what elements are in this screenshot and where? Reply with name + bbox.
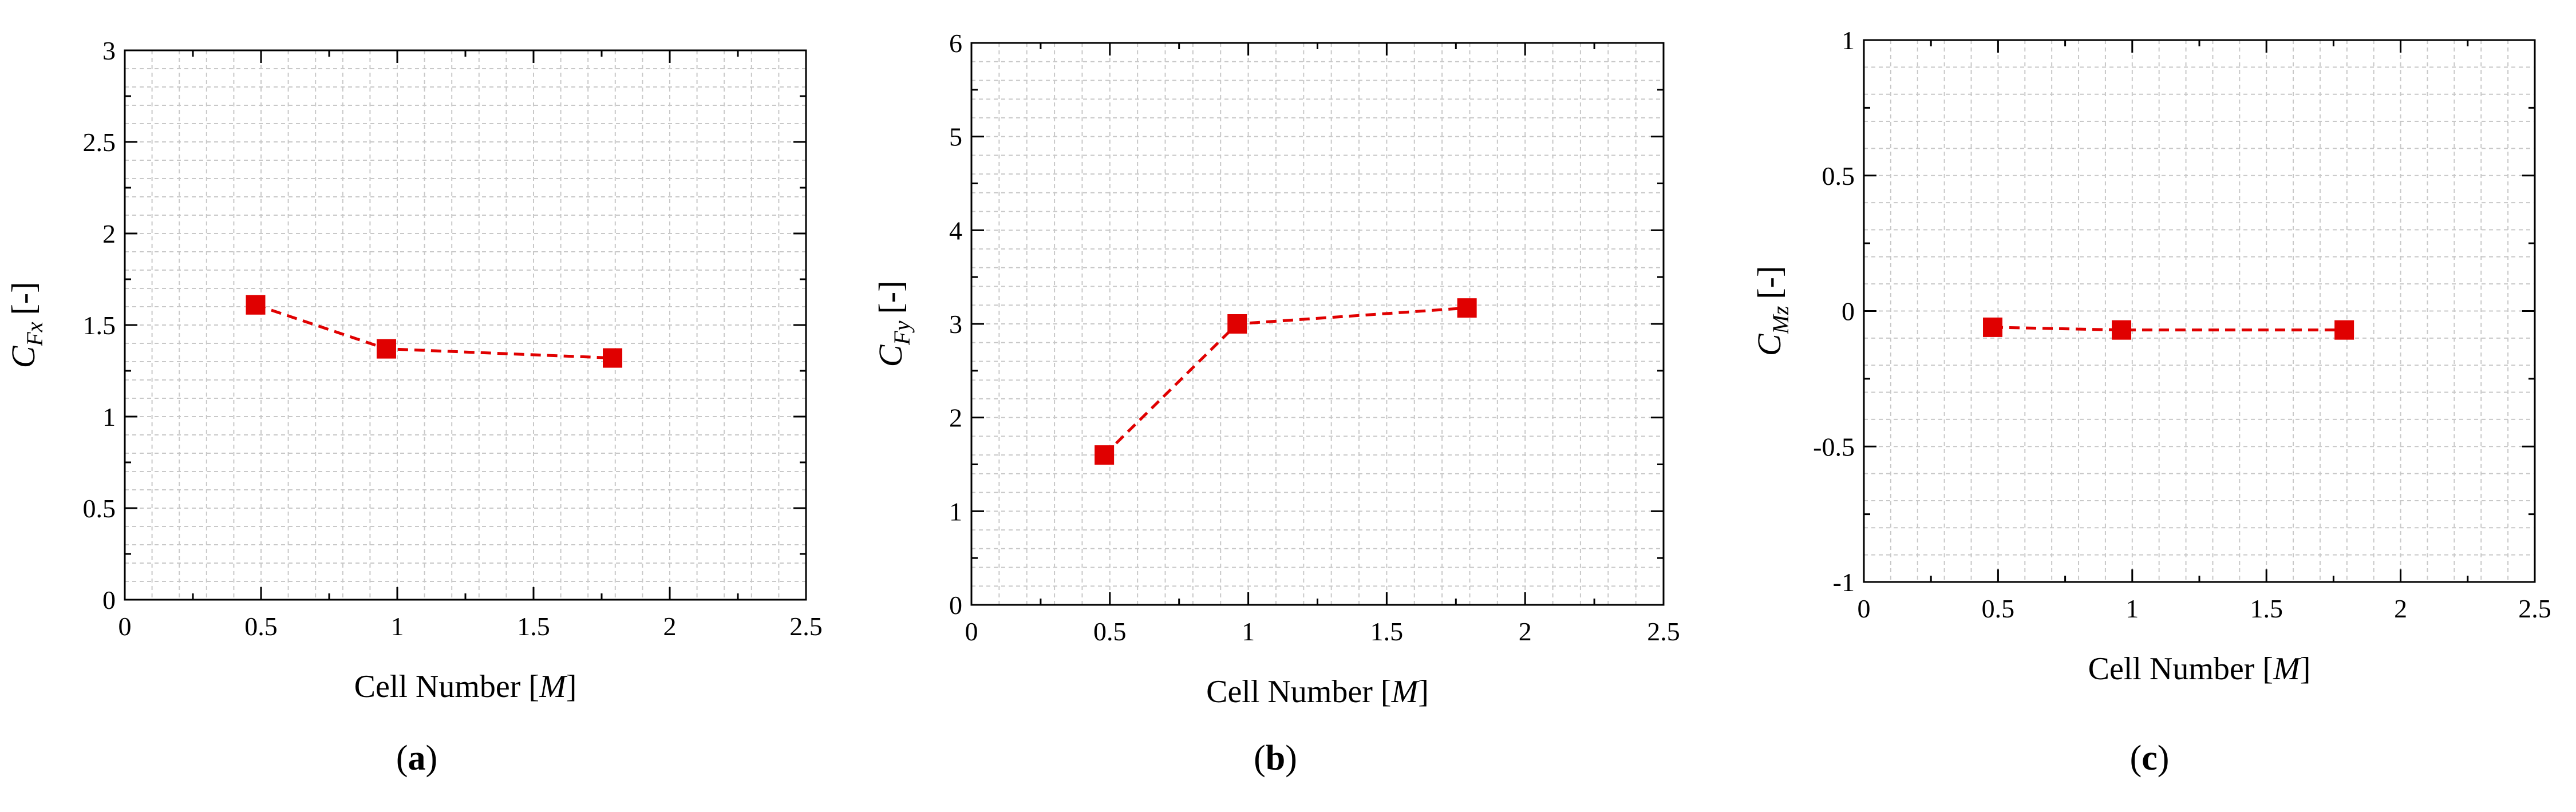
y-tick-label: -0.5 [1813, 432, 1855, 461]
x-tick-label: 1 [2125, 594, 2139, 623]
panel-label: (b) [1254, 739, 1297, 778]
x-axis-label: Cell Number [M] [2088, 651, 2311, 687]
x-axis-label-text: Cell Number [ [1206, 674, 1391, 710]
y-tick-label: 2.5 [83, 128, 116, 157]
axis-ticks [124, 49, 807, 601]
y-tick-label: 2 [102, 219, 116, 248]
y-tick-label: 4 [949, 216, 962, 245]
y-tick-label: 0 [1842, 297, 1855, 326]
data-point [1095, 445, 1115, 465]
y-axis-label-subscript: Mz [1768, 306, 1793, 334]
y-tick-label: 3 [949, 310, 962, 339]
x-tick-label: 2 [1519, 617, 1532, 646]
y-axis-label: CFy [-] [872, 281, 915, 367]
x-tick-label: 0 [965, 617, 978, 646]
series-line [1992, 326, 2345, 332]
y-tick-label: 6 [949, 29, 962, 58]
x-tick-label: 1.5 [517, 612, 550, 641]
data-point [2334, 320, 2354, 340]
x-axis-label-text: Cell Number [ [354, 669, 539, 704]
x-tick-label: 2 [2394, 594, 2407, 623]
chart-panel-b: 0 0.5 1 1.5 2 2.5 0 1 2 3 4 5 6 Cell Number [M] CFy [-]… [872, 29, 1680, 778]
x-tick-label: 2.5 [1647, 617, 1680, 646]
x-tick-label: 1 [391, 612, 404, 641]
x-axis-label-close: ] [2300, 651, 2311, 687]
panel-letter: b [1266, 739, 1285, 778]
x-axis-label-close: ] [566, 669, 577, 704]
chart-panel-a: 0 0.5 1 1.5 2 2.5 0 0.5 1 1.5 2 2.5 3 Cell Number [M]… [5, 36, 823, 778]
x-axis-label-unit: M [1391, 674, 1420, 710]
axis-ticks [970, 42, 1665, 606]
panel-letter: c [2142, 739, 2158, 778]
data-point [1983, 317, 2003, 337]
x-axis-label-close: ] [1418, 674, 1429, 710]
y-axis-label-unit: [-] [5, 282, 42, 315]
x-axis-label-unit: M [2273, 651, 2302, 687]
y-tick-label: 2 [949, 403, 962, 433]
grid [125, 50, 806, 600]
y-axis-label-symbol: C [5, 345, 42, 368]
y-axis-label: CFx [-] [5, 282, 48, 369]
series-line [255, 303, 613, 360]
data-point [246, 295, 266, 315]
x-tick-label: 0 [1858, 594, 1871, 623]
x-tick-label: 2.5 [2518, 594, 2551, 623]
data-point [603, 348, 623, 368]
grid [971, 43, 1664, 605]
series-line [1103, 306, 1467, 456]
grid [1864, 40, 2535, 582]
y-axis-label-unit: [-] [872, 281, 909, 314]
y-axis-label-symbol: C [1751, 333, 1788, 356]
data-point [1457, 298, 1477, 318]
data-point [2112, 320, 2132, 340]
x-tick-label: 0.5 [244, 612, 278, 641]
y-axis-label-subscript: Fy [889, 320, 915, 345]
plot-frame [124, 49, 807, 601]
x-axis-label: Cell Number [M] [1206, 674, 1429, 710]
panel-label: (a) [396, 739, 437, 778]
panel-label: (c) [2130, 739, 2170, 778]
x-axis-label-text: Cell Number [ [2088, 651, 2273, 687]
data-point [1227, 314, 1247, 334]
y-tick-label: 1 [102, 402, 116, 431]
y-tick-label: 1.5 [83, 311, 116, 340]
panel-letter: a [408, 739, 426, 778]
y-tick-label: 0.5 [1822, 161, 1855, 191]
axis-ticks [1863, 39, 2536, 583]
x-tick-label: 2 [663, 612, 677, 641]
x-axis-label-unit: M [539, 669, 568, 704]
x-tick-label: 1.5 [1370, 617, 1404, 646]
x-tick-label: 0 [118, 612, 132, 641]
y-tick-label: -1 [1833, 568, 1855, 597]
y-axis-label-symbol: C [872, 344, 909, 367]
data-point [376, 339, 396, 359]
x-tick-label: 2.5 [789, 612, 823, 641]
y-tick-label: 0 [102, 585, 116, 615]
y-tick-label: 1 [949, 497, 962, 526]
x-tick-label: 1.5 [2250, 594, 2283, 623]
y-axis-label-unit: [-] [1751, 266, 1788, 299]
y-tick-label: 1 [1842, 26, 1855, 55]
y-tick-label: 5 [949, 122, 962, 152]
y-tick-label: 3 [102, 36, 116, 65]
y-axis-label-subscript: Fx [22, 322, 48, 346]
y-tick-label: 0 [949, 591, 962, 620]
x-tick-label: 0.5 [1982, 594, 2015, 623]
x-tick-label: 0.5 [1093, 617, 1127, 646]
x-tick-label: 1 [1242, 617, 1255, 646]
y-axis-label: CMz [-] [1751, 266, 1793, 357]
y-tick-label: 0.5 [83, 494, 116, 523]
x-axis-label: Cell Number [M] [354, 669, 577, 704]
